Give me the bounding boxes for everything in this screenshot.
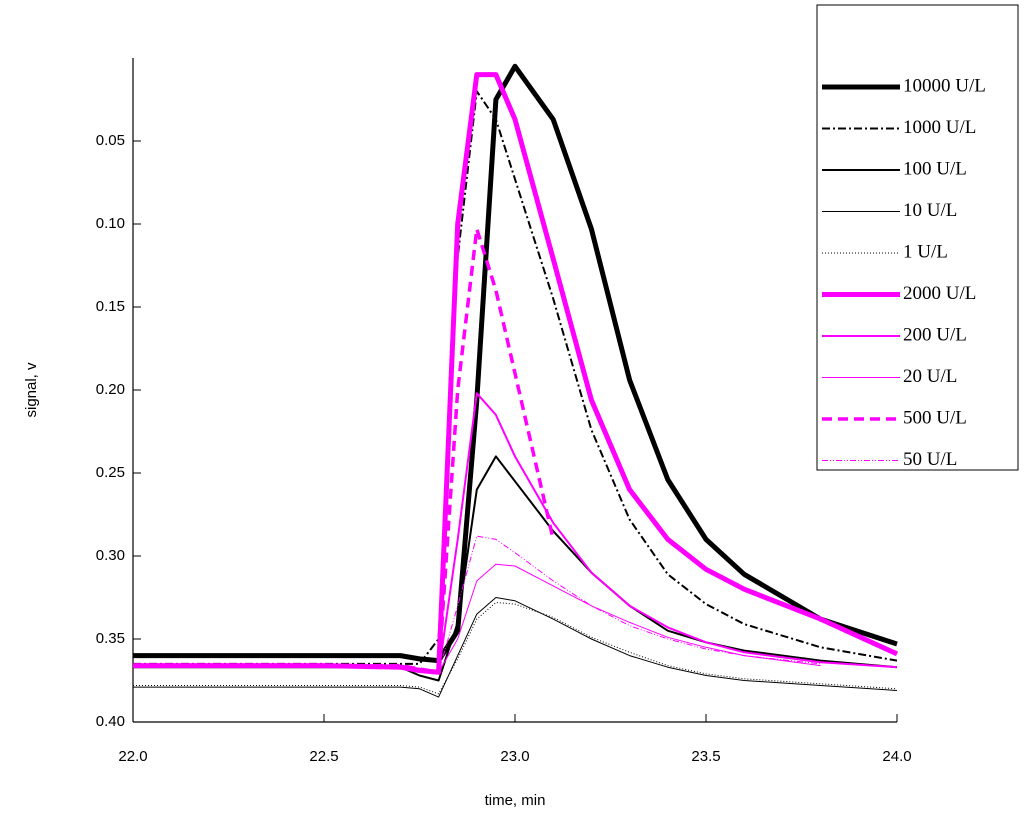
legend-label: 2000 U/L xyxy=(903,283,976,304)
y-tick-label: 0.35 xyxy=(96,630,125,647)
series-line xyxy=(133,392,898,674)
y-tick-label: 0.30 xyxy=(96,547,125,564)
legend-label: 100 U/L xyxy=(903,158,967,179)
legend-label: 200 U/L xyxy=(903,324,967,345)
legend-label: 50 U/L xyxy=(903,449,957,470)
series-line xyxy=(133,535,821,673)
y-tick-label: 0.15 xyxy=(96,298,125,315)
x-axis-title: time, min xyxy=(485,792,546,809)
series-line xyxy=(133,455,898,682)
legend-label: 1 U/L xyxy=(903,241,948,262)
legend-box xyxy=(816,4,1019,471)
x-tick-label: 24.0 xyxy=(882,748,911,765)
x-tick-label: 22.0 xyxy=(118,748,147,765)
y-tick-label: 0.40 xyxy=(96,713,125,730)
legend-label: 10 U/L xyxy=(903,200,957,221)
series-line xyxy=(133,227,555,674)
legend-label: 10000 U/L xyxy=(903,75,986,96)
y-tick-label: 0.25 xyxy=(96,464,125,481)
y-tick-label: 0.10 xyxy=(96,215,125,232)
y-tick-label: 0.20 xyxy=(96,381,125,398)
x-tick-label: 23.0 xyxy=(500,748,529,765)
legend-label: 1000 U/L xyxy=(903,117,976,138)
x-tick-label: 22.5 xyxy=(309,748,338,765)
y-tick-label: 0.05 xyxy=(96,132,125,149)
x-tick-label: 23.5 xyxy=(691,748,720,765)
legend-label: 20 U/L xyxy=(903,366,957,387)
legend-label: 500 U/L xyxy=(903,407,967,428)
series-line xyxy=(133,602,898,695)
series-line xyxy=(133,597,898,698)
series-line xyxy=(133,90,898,665)
y-axis-title: signal, v xyxy=(23,362,40,418)
series-line xyxy=(133,63,898,664)
